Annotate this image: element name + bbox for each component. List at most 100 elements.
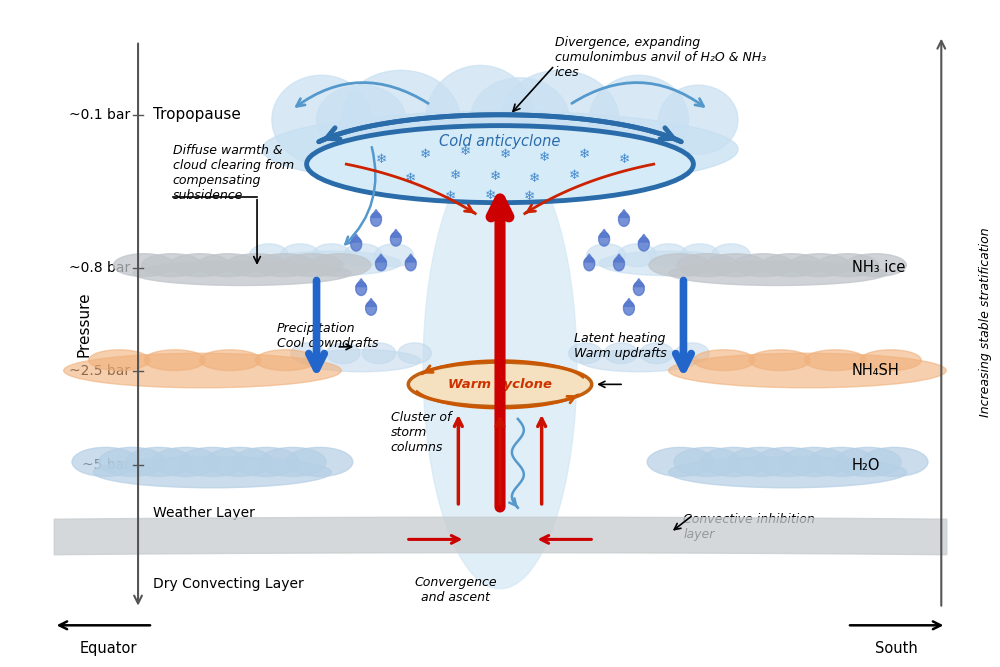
- Ellipse shape: [754, 448, 821, 476]
- Text: ❄: ❄: [499, 148, 511, 161]
- Ellipse shape: [310, 253, 371, 277]
- Ellipse shape: [262, 111, 738, 187]
- Ellipse shape: [390, 232, 401, 246]
- Polygon shape: [390, 229, 401, 237]
- Ellipse shape: [808, 448, 874, 476]
- Ellipse shape: [749, 350, 810, 371]
- Ellipse shape: [341, 70, 460, 169]
- Text: Latent heating
Warm updrafts: Latent heating Warm updrafts: [574, 332, 667, 360]
- Ellipse shape: [500, 70, 619, 169]
- Text: Cluster of
storm
columns: Cluster of storm columns: [391, 411, 451, 454]
- Ellipse shape: [302, 350, 421, 372]
- Ellipse shape: [701, 448, 767, 476]
- Text: ❄: ❄: [445, 190, 456, 203]
- Polygon shape: [614, 254, 624, 262]
- Ellipse shape: [614, 257, 624, 271]
- Ellipse shape: [587, 244, 626, 267]
- Text: ❄: ❄: [450, 169, 461, 183]
- Ellipse shape: [281, 244, 320, 267]
- Ellipse shape: [179, 448, 246, 476]
- Ellipse shape: [649, 244, 688, 267]
- Ellipse shape: [789, 253, 850, 277]
- Ellipse shape: [272, 75, 371, 164]
- Ellipse shape: [200, 350, 261, 371]
- Ellipse shape: [72, 448, 139, 476]
- Ellipse shape: [805, 350, 866, 371]
- Polygon shape: [638, 234, 649, 242]
- Ellipse shape: [93, 457, 331, 488]
- Ellipse shape: [356, 281, 367, 295]
- Text: H₂O: H₂O: [852, 458, 881, 473]
- Ellipse shape: [845, 253, 906, 277]
- Text: Divergence, expanding
cumulonimbus anvil of H₂O & NH₃
ices: Divergence, expanding cumulonimbus anvil…: [555, 36, 766, 79]
- Text: ❄: ❄: [618, 153, 630, 165]
- Polygon shape: [376, 254, 386, 262]
- Text: ❄: ❄: [375, 153, 387, 165]
- Polygon shape: [366, 298, 377, 306]
- Ellipse shape: [291, 343, 324, 364]
- Text: Convective inhibition
layer: Convective inhibition layer: [683, 513, 815, 541]
- Polygon shape: [584, 254, 595, 262]
- Ellipse shape: [374, 244, 413, 267]
- Ellipse shape: [126, 448, 192, 476]
- Ellipse shape: [89, 350, 150, 371]
- Ellipse shape: [170, 253, 231, 277]
- Ellipse shape: [259, 448, 326, 476]
- Text: ❄: ❄: [489, 171, 501, 183]
- Ellipse shape: [569, 343, 602, 364]
- Text: Cold anticyclone: Cold anticyclone: [439, 133, 561, 149]
- Ellipse shape: [286, 448, 353, 476]
- Text: ~0.8 bar: ~0.8 bar: [69, 261, 130, 275]
- Text: ❄: ❄: [529, 173, 540, 185]
- Ellipse shape: [669, 457, 907, 488]
- Ellipse shape: [113, 253, 175, 277]
- Ellipse shape: [152, 448, 219, 476]
- Polygon shape: [351, 234, 362, 242]
- Ellipse shape: [638, 237, 649, 251]
- Ellipse shape: [733, 253, 794, 277]
- Ellipse shape: [649, 253, 710, 277]
- Ellipse shape: [817, 253, 878, 277]
- Text: ~5 bar: ~5 bar: [82, 458, 130, 472]
- Ellipse shape: [761, 253, 822, 277]
- Ellipse shape: [680, 244, 719, 267]
- Text: Tropopause: Tropopause: [153, 107, 241, 122]
- Text: NH₄SH: NH₄SH: [852, 363, 900, 378]
- Text: Diffuse warmth &
cloud clearing from
compensating
subsidence: Diffuse warmth & cloud clearing from com…: [173, 144, 294, 202]
- Ellipse shape: [426, 65, 535, 174]
- Ellipse shape: [317, 85, 406, 154]
- Ellipse shape: [64, 354, 341, 388]
- Text: Convergence
and ascent: Convergence and ascent: [414, 576, 497, 604]
- Ellipse shape: [226, 253, 287, 277]
- Ellipse shape: [99, 448, 165, 476]
- Ellipse shape: [647, 448, 714, 476]
- Ellipse shape: [254, 253, 315, 277]
- Ellipse shape: [144, 350, 205, 371]
- Ellipse shape: [584, 257, 595, 271]
- Ellipse shape: [198, 253, 259, 277]
- Ellipse shape: [669, 261, 887, 285]
- Ellipse shape: [705, 253, 766, 277]
- Ellipse shape: [366, 301, 377, 315]
- Ellipse shape: [599, 251, 738, 275]
- Ellipse shape: [727, 448, 794, 476]
- Polygon shape: [371, 209, 381, 217]
- Text: South: South: [875, 641, 918, 656]
- Ellipse shape: [579, 350, 698, 372]
- Ellipse shape: [376, 257, 386, 271]
- Ellipse shape: [604, 343, 638, 364]
- Ellipse shape: [599, 232, 610, 246]
- Ellipse shape: [327, 343, 360, 364]
- Ellipse shape: [312, 244, 351, 267]
- Ellipse shape: [694, 350, 755, 371]
- Text: ~0.1 bar: ~0.1 bar: [69, 108, 130, 122]
- Ellipse shape: [255, 350, 316, 371]
- Text: Precipitation
Cool downdrafts: Precipitation Cool downdrafts: [277, 322, 378, 350]
- Ellipse shape: [669, 354, 946, 388]
- Polygon shape: [405, 254, 416, 262]
- Polygon shape: [623, 298, 634, 306]
- Ellipse shape: [835, 448, 901, 476]
- Ellipse shape: [659, 85, 738, 154]
- Ellipse shape: [141, 253, 203, 277]
- Ellipse shape: [674, 448, 741, 476]
